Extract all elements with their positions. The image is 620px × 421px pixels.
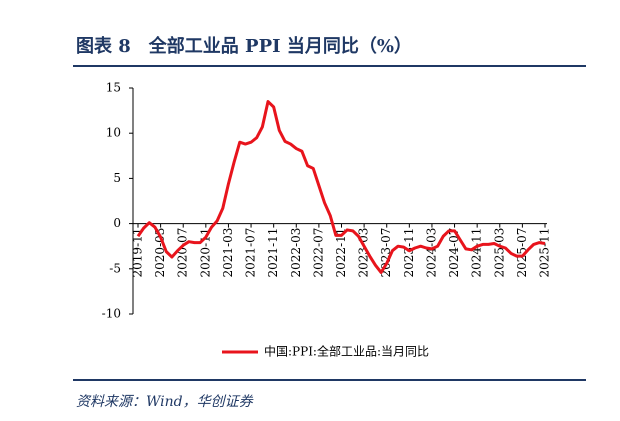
y-tick-label: -5 <box>109 261 121 275</box>
x-tick-label: 2021-07 <box>244 228 258 278</box>
y-tick-label: 15 <box>106 81 121 95</box>
x-tick-label: 2022-07 <box>311 228 325 278</box>
x-tick-label: 2024-11 <box>470 228 484 278</box>
x-tick-label: 2022-11 <box>334 228 348 278</box>
x-tick-label: 2021-11 <box>266 228 280 278</box>
chart-title: 图表 8 全部工业品 PPI 当月同比（%） <box>76 35 412 57</box>
x-tick-label: 2023-07 <box>379 228 393 278</box>
x-tick-label: 2025-11 <box>538 228 552 278</box>
y-tick-label: 10 <box>106 126 121 140</box>
x-tick-label: 2021-03 <box>221 228 235 278</box>
x-tick-label: 2023-11 <box>402 228 416 278</box>
x-tick-label: 2019-11 <box>131 228 145 278</box>
y-tick-label: 5 <box>113 171 121 185</box>
x-tick-label: 2025-03 <box>492 228 506 278</box>
x-tick-label: 2024-03 <box>424 228 438 278</box>
x-tick-label: 2025-07 <box>515 228 529 278</box>
x-tick-label: 2020-07 <box>176 228 190 278</box>
x-tick-label: 2024-07 <box>447 228 461 278</box>
legend-label: 中国:PPI:全部工业品:当月同比 <box>264 344 429 359</box>
y-tick-label: -10 <box>102 307 121 321</box>
x-tick-label: 2020-03 <box>153 228 167 278</box>
line-series <box>136 100 546 274</box>
x-tick-label: 2022-03 <box>289 228 303 278</box>
y-tick-label: 0 <box>113 216 121 230</box>
source: 资料来源：Wind，华创证券 <box>76 394 254 410</box>
